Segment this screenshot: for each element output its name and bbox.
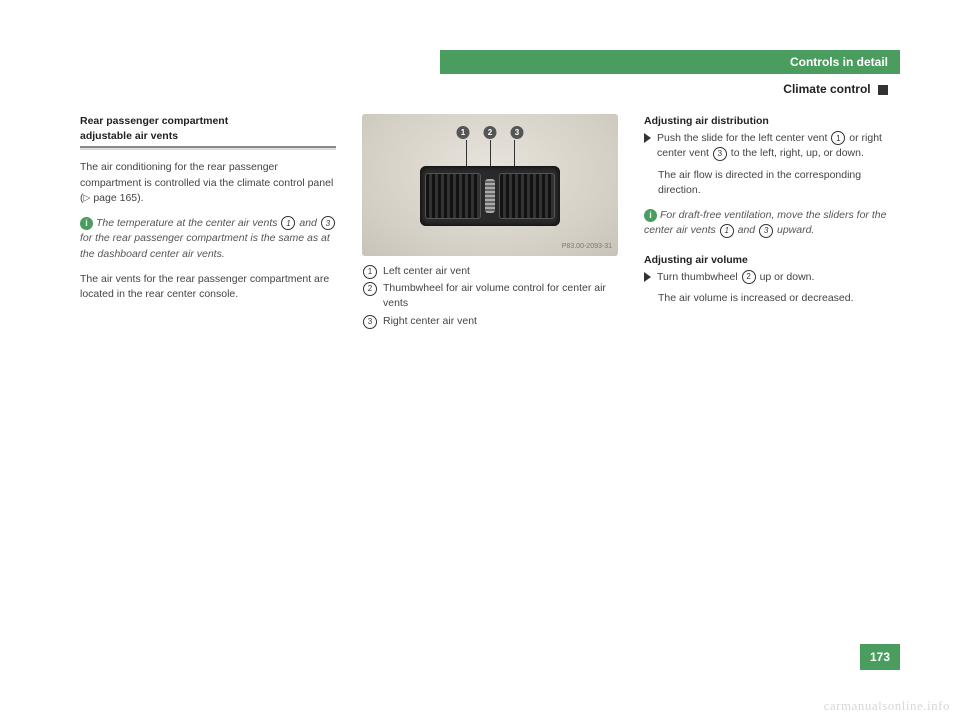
thumbwheel-graphic: [485, 179, 495, 213]
legend-text-2: Thumbwheel for air volume control for ce…: [383, 281, 618, 311]
column-3: Adjusting air distribution Push the slid…: [644, 114, 900, 331]
col1-info1a: The temperature at the center air vents: [96, 217, 280, 229]
col3-b1-result: The air flow is directed in the correspo…: [658, 168, 900, 198]
col1-title-line1: Rear passenger compartment: [80, 115, 228, 127]
col3-heading1: Adjusting air distribution: [644, 114, 900, 129]
col1-info1c: for the rear passenger compartment is th…: [80, 232, 330, 259]
col1-para2: The air vents for the rear passenger com…: [80, 272, 336, 302]
col1-para1: The air conditioning for the rear passen…: [80, 160, 336, 206]
legend-text-1: Left center air vent: [383, 264, 470, 279]
content-columns: Rear passenger compartment adjustable ai…: [80, 114, 900, 331]
col3-b2-text: Turn thumbwheel 2 up or down.: [657, 270, 900, 285]
ref-circle-2b: 2: [742, 270, 756, 284]
legend-circle-2: 2: [363, 282, 377, 296]
legend-1: 1 Left center air vent: [362, 264, 618, 279]
section-title-text: Climate control: [783, 82, 870, 96]
legend-circle-3: 3: [363, 315, 377, 329]
pointer-icon-2: [644, 272, 651, 282]
right-vent-graphic: [499, 173, 555, 219]
col3-info2b: and: [735, 224, 758, 236]
section-header: Climate control: [80, 74, 900, 96]
col3-info2: iFor draft-free ventilation, move the sl…: [644, 208, 900, 238]
ref-circle-3: 3: [321, 216, 335, 230]
callout-3: 3: [511, 126, 524, 139]
col1-info1: iThe temperature at the center air vents…: [80, 216, 336, 262]
image-reference: P83.00-2093-31: [562, 242, 612, 252]
ref-circle-1c: 1: [720, 224, 734, 238]
title-rule: [80, 146, 336, 150]
col1-p1b: page 165).: [90, 192, 143, 204]
col3-b1-text: Push the slide for the left center vent …: [657, 131, 900, 161]
column-1: Rear passenger compartment adjustable ai…: [80, 114, 336, 331]
col3-info2c: upward.: [774, 224, 814, 236]
watermark: carmanualsonline.info: [824, 698, 950, 714]
legend-text-3: Right center air vent: [383, 314, 477, 329]
air-vent-figure: 1 2 3 P83.00-2093-31: [362, 114, 618, 256]
col1-title: Rear passenger compartment adjustable ai…: [80, 114, 336, 144]
legend-3: 3 Right center air vent: [362, 314, 618, 329]
col3-heading2: Adjusting air volume: [644, 253, 900, 268]
col1-title-line2: adjustable air vents: [80, 130, 178, 142]
legend-2: 2 Thumbwheel for air volume control for …: [362, 281, 618, 311]
manual-page: Controls in detail Climate control Rear …: [80, 50, 900, 670]
page-number: 173: [860, 644, 900, 670]
info-icon: i: [80, 217, 93, 230]
col3-bullet2: Turn thumbwheel 2 up or down.: [644, 270, 900, 285]
vent-unit: [420, 166, 560, 226]
section-marker-icon: [878, 85, 888, 95]
ref-circle-1: 1: [281, 216, 295, 230]
left-vent-graphic: [425, 173, 481, 219]
ref-circle-1b: 1: [831, 131, 845, 145]
col3-b1c: to the left, right, up, or down.: [728, 147, 864, 159]
col3-b1a: Push the slide for the left center vent: [657, 132, 830, 144]
col3-b2-result: The air volume is increased or decreased…: [658, 291, 900, 306]
col1-info1b: and: [296, 217, 319, 229]
col3-b2b: up or down.: [757, 271, 815, 283]
chapter-header: Controls in detail: [440, 50, 900, 74]
pointer-icon: [644, 133, 651, 143]
legend-circle-1: 1: [363, 265, 377, 279]
ref-circle-3b: 3: [713, 147, 727, 161]
column-2: 1 2 3 P83.00-2093-31 1 Left center air v…: [362, 114, 618, 331]
callout-2: 2: [484, 126, 497, 139]
ref-circle-3c: 3: [759, 224, 773, 238]
col3-b2a: Turn thumbwheel: [657, 271, 741, 283]
callout-1: 1: [457, 126, 470, 139]
col3-bullet1: Push the slide for the left center vent …: [644, 131, 900, 161]
info-icon-2: i: [644, 209, 657, 222]
figure-callouts: 1 2 3: [455, 126, 526, 139]
